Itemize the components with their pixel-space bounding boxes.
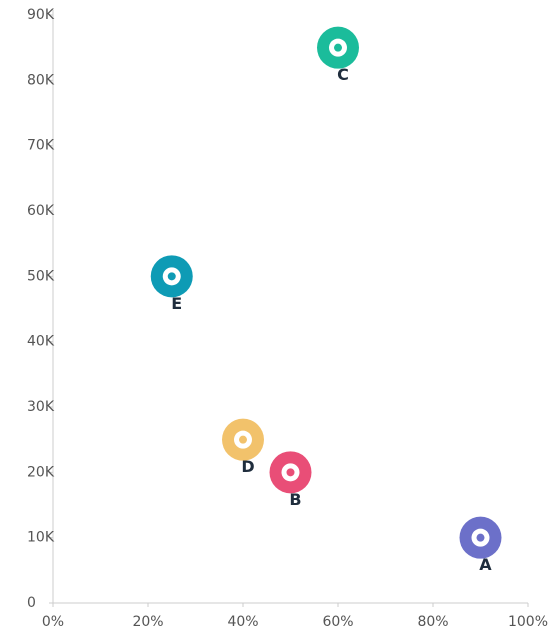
y-tick-label: 20K — [27, 464, 55, 480]
point-dot — [167, 272, 176, 281]
y-tick-label: 90K — [27, 7, 55, 23]
y-tick-label: 40K — [27, 334, 55, 350]
point-dot — [239, 435, 247, 444]
y-tick-label: 30K — [27, 399, 55, 415]
y-tick-label: 50K — [27, 268, 55, 284]
point-dot — [286, 468, 295, 477]
y-tick-label: 70K — [27, 138, 55, 154]
point-label: C — [337, 65, 349, 84]
y-tick-label: 60K — [27, 203, 55, 219]
x-tick-label: 0% — [42, 614, 64, 630]
y-tick-label: 80K — [27, 72, 55, 88]
x-tick-label: 100% — [508, 614, 548, 630]
point-dot — [476, 533, 485, 542]
point-label: E — [171, 294, 182, 313]
point-label: D — [241, 457, 254, 476]
y-tick-label: 10K — [27, 530, 55, 546]
x-tick-label: 40% — [227, 614, 258, 630]
point-dot — [334, 43, 342, 52]
point-label: A — [479, 555, 492, 574]
x-tick-label: 80% — [417, 614, 448, 630]
y-tick-label: 0 — [27, 595, 36, 611]
x-tick-label: 60% — [322, 614, 353, 630]
point-label: B — [289, 490, 301, 509]
x-tick-label: 20% — [132, 614, 163, 630]
